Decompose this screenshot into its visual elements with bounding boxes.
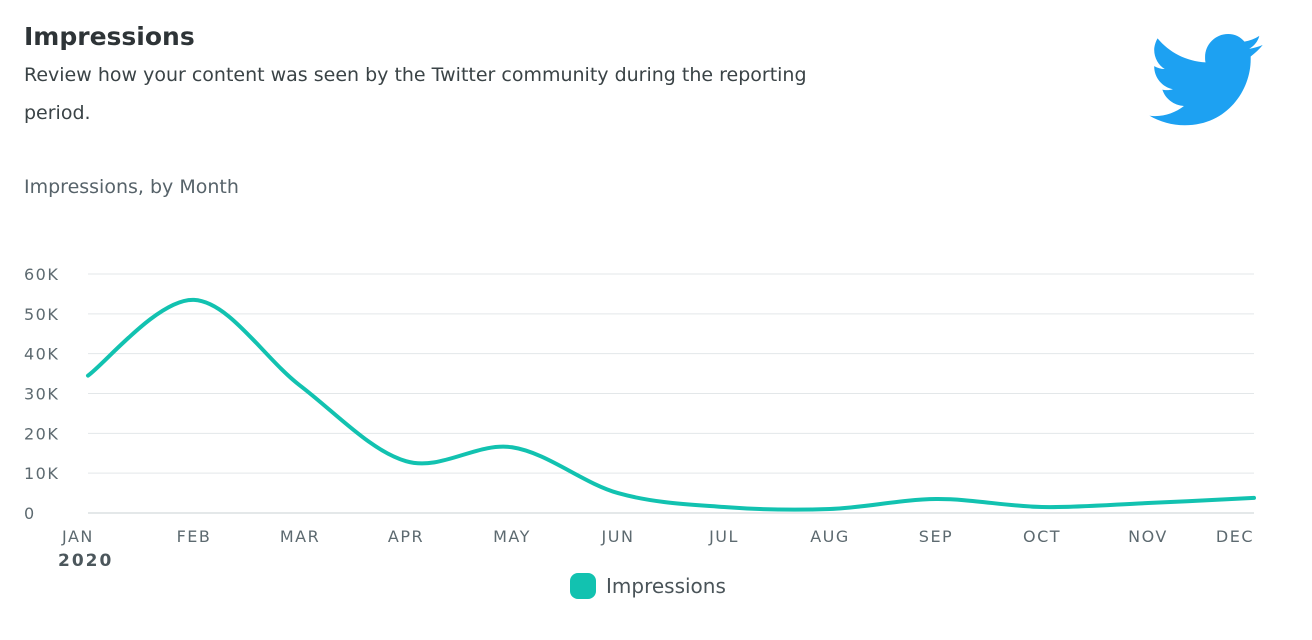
header: Impressions Review how your content was … (24, 20, 924, 132)
x-axis-ticks: JAN FEB MAR APR MAY JUN JUL AUG SEP OCT NOV DEC (61, 527, 1254, 546)
x-tick-label: AUG (810, 527, 850, 546)
twitter-bird-icon (1149, 34, 1263, 126)
x-tick-label: JUN (601, 527, 635, 546)
x-tick-label: JAN (61, 527, 94, 546)
y-tick-label: 60K (24, 265, 59, 284)
x-axis-year-label: 2020 (58, 551, 113, 571)
x-tick-label: JUL (708, 527, 739, 546)
chart-legend[interactable]: Impressions (570, 573, 726, 599)
y-tick-label: 50K (24, 305, 59, 324)
legend-swatch (570, 573, 596, 599)
x-tick-label: APR (388, 527, 424, 546)
x-tick-label: FEB (177, 527, 212, 546)
series-line-impressions (86, 297, 1256, 512)
y-tick-label: 30K (24, 385, 59, 404)
x-tick-label: MAR (280, 527, 320, 546)
y-tick-label: 0 (24, 504, 36, 523)
chart-gridlines (88, 273, 1254, 514)
x-tick-label: NOV (1128, 527, 1168, 546)
x-tick-label: MAY (493, 527, 531, 546)
y-tick-label: 20K (24, 424, 59, 443)
legend-label: Impressions (606, 574, 726, 598)
x-tick-label: OCT (1023, 527, 1061, 546)
x-tick-label: SEP (919, 527, 953, 546)
y-axis-ticks: 0 10K 20K 30K 40K 50K 60K (24, 265, 59, 523)
line-chart: 0 10K 20K 30K 40K 50K 60K JAN FEB MAR APR MAY JUN JU… (24, 265, 1256, 571)
y-tick-label: 10K (24, 464, 59, 483)
x-tick-label: DEC (1216, 527, 1254, 546)
page-subtitle: Review how your content was seen by the … (24, 64, 807, 124)
chart-title: Impressions, by Month (24, 176, 239, 198)
y-tick-label: 40K (24, 345, 59, 364)
page-title: Impressions (24, 22, 195, 51)
